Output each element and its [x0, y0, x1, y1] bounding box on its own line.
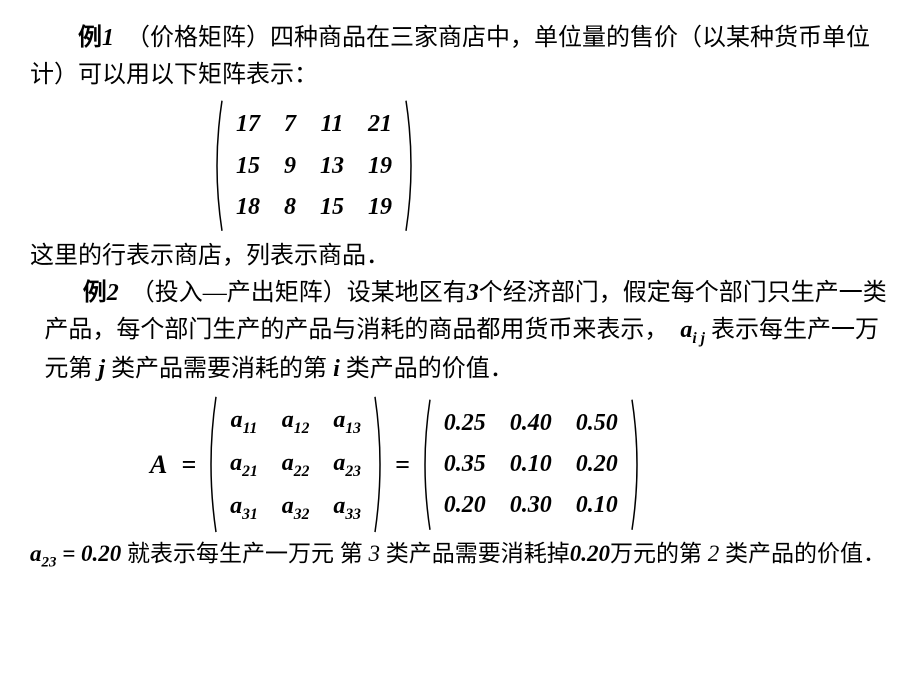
- example2-equation: A = a11 a12 a13 a21 a22 a23 a31 a32 a33: [150, 394, 890, 535]
- example1-label-prefix: 例: [78, 25, 102, 51]
- matrix-cell: 0.20: [432, 485, 498, 526]
- ex2-three: 3: [467, 280, 479, 306]
- matrix-cell: 18: [224, 187, 272, 228]
- equals-sign-2: =: [387, 445, 418, 485]
- matrix-cell: 9: [272, 146, 308, 187]
- matrix-cell: 0.20: [564, 444, 630, 485]
- matrix-cell: 19: [356, 146, 404, 187]
- final-t2: 类产品需要消耗掉: [380, 541, 570, 566]
- right-paren-icon: [373, 394, 387, 535]
- left-paren-icon: [210, 98, 224, 234]
- matrix-cell: 15: [308, 187, 356, 228]
- example2-intro: 例2 （投入—产出矩阵）设某地区有3个经济部门，假定每个部门只生产一类产品，每个…: [30, 275, 890, 388]
- matrix-cell: a21: [218, 443, 270, 486]
- example1-matrix: 1771121 1591319 1881519: [210, 98, 890, 234]
- document-page: 例1 （价格矩阵）四种商品在三家商店中，单位量的售价（以某种货币单位计）可以用以…: [0, 0, 920, 585]
- ij-sub: i j: [692, 330, 705, 347]
- ex2-t4: 类产品需要消耗的第: [111, 356, 327, 382]
- matrix-cell: 8: [272, 187, 308, 228]
- a-letter: a: [30, 541, 42, 566]
- matrix-cell: a13: [321, 400, 373, 443]
- left-paren-icon: [418, 397, 432, 533]
- price-matrix-table: 1771121 1591319 1881519: [224, 104, 404, 228]
- price-matrix: 1771121 1591319 1881519: [210, 98, 418, 234]
- matrix-cell: a33: [321, 486, 373, 529]
- matrix-cell: 13: [308, 146, 356, 187]
- example2-final: a23 = 0.20 就表示每生产一万元 第 3 类产品需要消耗掉0.20万元的…: [30, 537, 890, 574]
- example1-title: （价格矩阵）四种商品在三家商店中，单位量的售价（以某种货币单位计）可以用以下矩阵…: [30, 25, 870, 88]
- ex2-t1: （投入—产出矩阵）设某地区有: [131, 280, 467, 306]
- matrix-cell: a32: [270, 486, 322, 529]
- matrix-cell: 7: [272, 104, 308, 145]
- matrix-cell: 0.35: [432, 444, 498, 485]
- matrix-cell: 0.25: [432, 403, 498, 444]
- ex2-t5: 类产品的价值．: [346, 356, 514, 382]
- right-paren-icon: [404, 98, 418, 234]
- example2-label-num: 2: [107, 280, 119, 306]
- left-paren-icon: [204, 394, 218, 535]
- example1-label-num: 1: [102, 25, 114, 51]
- final-t3: 万元的第: [610, 541, 708, 566]
- matrix-cell: 0.30: [498, 485, 564, 526]
- final-t4: 类产品的价值．: [719, 541, 886, 566]
- i-var: i: [333, 356, 346, 382]
- symbolic-matrix: a11 a12 a13 a21 a22 a23 a31 a32 a33: [204, 394, 387, 535]
- matrix-cell: 0.10: [564, 485, 630, 526]
- matrix-cell: a12: [270, 400, 322, 443]
- matrix-cell: 0.50: [564, 403, 630, 444]
- numeric-matrix-table: 0.250.400.50 0.350.100.20 0.200.300.10: [432, 403, 630, 527]
- matrix-cell: 0.40: [498, 403, 564, 444]
- matrix-cell: 15: [224, 146, 272, 187]
- symbolic-matrix-table: a11 a12 a13 a21 a22 a23 a31 a32 a33: [218, 400, 373, 529]
- A-label: A: [150, 445, 173, 485]
- j-var: j: [92, 356, 111, 382]
- numeric-matrix: 0.250.400.50 0.350.100.20 0.200.300.10: [418, 397, 644, 533]
- example1-after: 这里的行表示商店，列表示商品．: [30, 238, 890, 275]
- matrix-cell: a23: [321, 443, 373, 486]
- right-paren-icon: [630, 397, 644, 533]
- example1-intro: 例1 （价格矩阵）四种商品在三家商店中，单位量的售价（以某种货币单位计）可以用以…: [30, 20, 890, 94]
- matrix-cell: 21: [356, 104, 404, 145]
- matrix-cell: 19: [356, 187, 404, 228]
- final-two: 2: [708, 541, 720, 566]
- equals-sign: =: [173, 445, 204, 485]
- a-letter: a: [680, 317, 692, 343]
- matrix-cell: 0.10: [498, 444, 564, 485]
- matrix-cell: a22: [270, 443, 322, 486]
- a23-sub: 23: [42, 555, 57, 571]
- a23-var: a23: [30, 541, 56, 566]
- final-t1: 就表示每生产一万元 第: [127, 541, 369, 566]
- example2-label-prefix: 例: [83, 280, 107, 306]
- final-three: 3: [369, 541, 381, 566]
- matrix-cell: 11: [308, 104, 356, 145]
- final-val2: 0.20: [570, 541, 610, 566]
- matrix-cell: 17: [224, 104, 272, 145]
- a23-value: = 0.20: [56, 541, 127, 566]
- matrix-cell: a11: [218, 400, 270, 443]
- matrix-cell: a31: [218, 486, 270, 529]
- aij-var: ai j: [680, 317, 705, 343]
